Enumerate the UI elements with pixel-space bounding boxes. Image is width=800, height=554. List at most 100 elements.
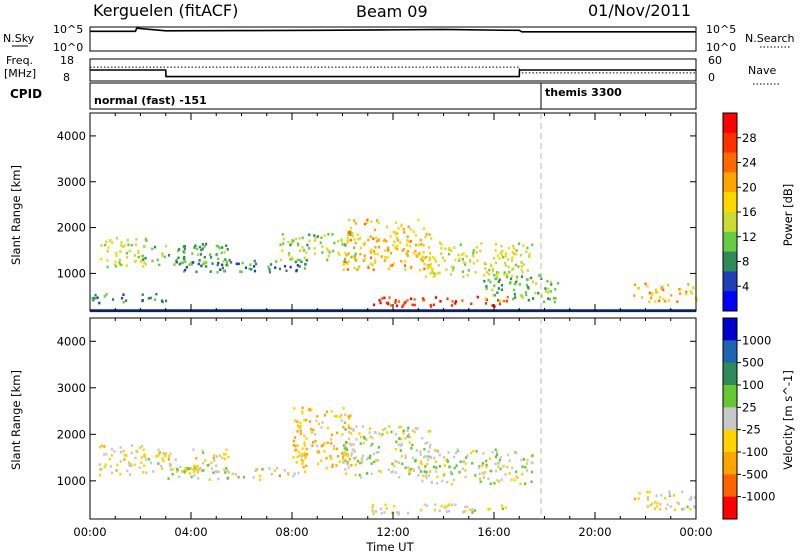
heatmap-cell — [406, 243, 409, 247]
heatmap-cell — [363, 437, 366, 440]
heatmap-cell — [362, 435, 366, 439]
heatmap-cell — [530, 276, 533, 280]
heatmap-cell — [667, 283, 670, 287]
heatmap-cell — [525, 293, 528, 297]
heatmap-cell — [421, 259, 424, 263]
heatmap-cell — [278, 474, 281, 478]
velocity-xticks — [89, 318, 697, 519]
heatmap-cell — [456, 448, 459, 451]
heatmap-cell — [446, 458, 449, 462]
heatmap-cell — [169, 452, 172, 455]
heatmap-cell — [689, 290, 692, 293]
heatmap-cell — [356, 233, 359, 236]
heatmap-cell — [522, 263, 525, 266]
heatmap-cell — [337, 239, 340, 243]
heatmap-cell — [656, 501, 659, 505]
heatmap-cell — [336, 455, 340, 458]
colorbar-tick-label: 16 — [742, 205, 757, 219]
heatmap-cell — [380, 512, 383, 515]
heatmap-cell — [435, 449, 438, 452]
heatmap-cell — [497, 465, 500, 468]
heatmap-cell — [378, 299, 381, 302]
heatmap-cell — [505, 299, 508, 303]
heatmap-cell — [454, 503, 457, 507]
heatmap-cell — [192, 464, 196, 468]
heatmap-cell — [144, 458, 148, 461]
heatmap-cell — [397, 513, 400, 516]
heatmap-cell — [299, 421, 302, 425]
heatmap-cell — [531, 454, 534, 457]
heatmap-cell — [144, 256, 147, 260]
heatmap-cell — [335, 464, 338, 467]
heatmap-cell — [354, 222, 357, 225]
heatmap-cell — [418, 467, 421, 470]
heatmap-cell — [149, 461, 153, 465]
heatmap-cell — [515, 470, 518, 474]
heatmap-cell — [402, 432, 405, 435]
heatmap-cell — [429, 303, 432, 307]
heatmap-cell — [335, 415, 338, 418]
heatmap-cell — [295, 461, 298, 464]
heatmap-cell — [400, 425, 403, 429]
heatmap-cell — [453, 246, 456, 249]
heatmap-cell — [463, 263, 467, 266]
heatmap-cell — [197, 262, 200, 266]
heatmap-cell — [348, 457, 351, 461]
heatmap-cell — [157, 448, 160, 452]
heatmap-cell — [274, 266, 277, 269]
heatmap-cell — [430, 237, 433, 240]
heatmap-cell — [538, 273, 541, 277]
heatmap-cell — [423, 298, 426, 302]
heatmap-cell — [432, 465, 436, 469]
heatmap-cell — [308, 247, 311, 250]
heatmap-cell — [106, 258, 109, 262]
heatmap-cell — [225, 261, 229, 264]
nsky-label: N.Sky — [3, 32, 35, 45]
heatmap-cell — [119, 460, 122, 463]
heatmap-cell — [175, 258, 178, 262]
heatmap-cell — [115, 254, 118, 258]
heatmap-cell — [142, 470, 145, 474]
heatmap-cell — [371, 443, 374, 446]
heatmap-cell — [291, 257, 294, 261]
heatmap-cell — [341, 243, 344, 246]
heatmap-cell — [448, 246, 451, 250]
heatmap-cell — [321, 421, 324, 424]
heatmap-cell — [508, 270, 511, 274]
heatmap-cell — [472, 449, 475, 453]
heatmap-cell — [367, 266, 370, 269]
heatmap-cell — [110, 471, 114, 475]
heatmap-cell — [347, 437, 351, 441]
colorbar-tick-label: 500 — [742, 356, 764, 370]
heatmap-cell — [497, 287, 500, 290]
heatmap-cell — [109, 465, 112, 468]
heatmap-cell — [668, 494, 671, 498]
heatmap-cell — [344, 444, 347, 448]
heatmap-cell — [430, 480, 433, 484]
heatmap-cell — [273, 469, 276, 472]
heatmap-cell — [310, 431, 314, 434]
heatmap-cell — [513, 478, 516, 482]
power-colorbar: 28 24 20 16 12 8 4 — [722, 112, 757, 312]
heatmap-cell — [209, 256, 213, 259]
heatmap-cell — [508, 282, 512, 285]
heatmap-cell — [167, 457, 170, 461]
heatmap-cell — [174, 458, 177, 461]
heatmap-cell — [314, 236, 317, 240]
heatmap-cell — [493, 305, 497, 308]
heatmap-cell — [342, 455, 345, 459]
heatmap-cell — [516, 476, 519, 480]
heatmap-cell — [525, 283, 529, 287]
heatmap-cell — [167, 477, 170, 480]
heatmap-cell — [412, 251, 415, 255]
heatmap-cell — [443, 464, 447, 467]
heatmap-cell — [317, 450, 320, 454]
heatmap-cell — [297, 243, 300, 247]
heatmap-cell — [196, 465, 199, 468]
heatmap-cell — [344, 452, 347, 455]
heatmap-cell — [423, 470, 426, 473]
heatmap-cell — [401, 249, 404, 252]
heatmap-cell — [663, 299, 667, 303]
heatmap-cell — [349, 427, 352, 430]
heatmap-cell — [668, 490, 671, 493]
